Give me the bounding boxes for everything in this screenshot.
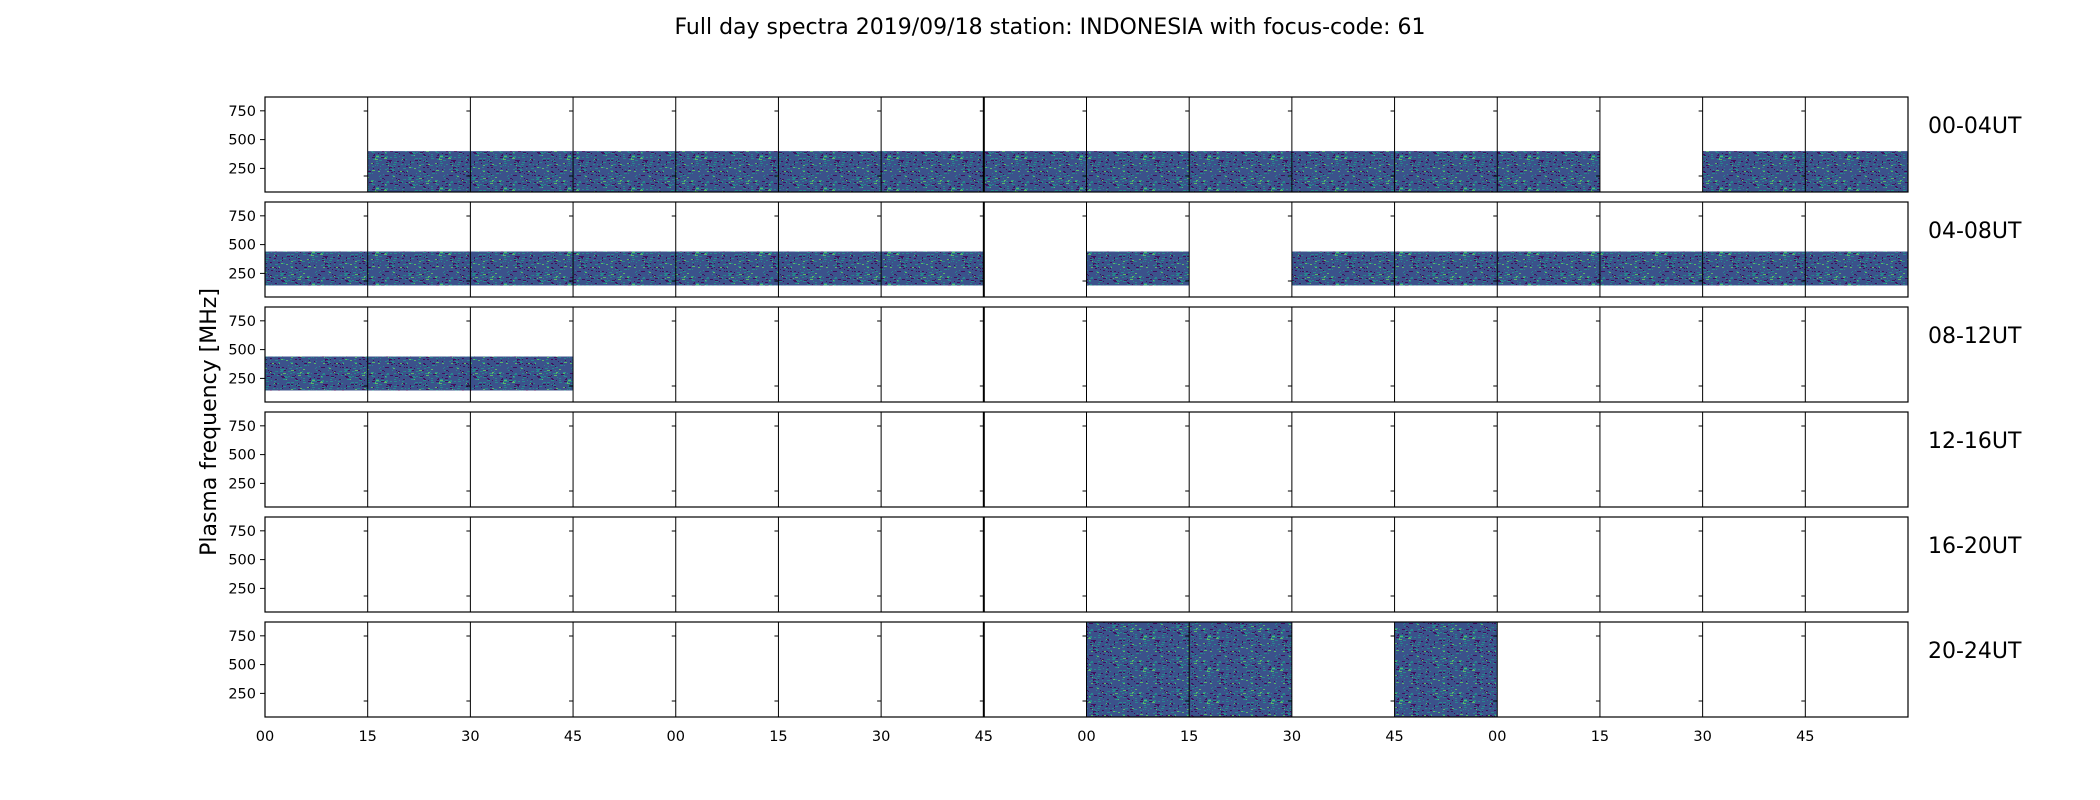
y-tick-label: 750 — [228, 314, 256, 330]
y-tick-label: 500 — [228, 448, 256, 464]
x-tick-label: 15 — [769, 729, 787, 745]
row-panel-16-20UT: 250 500 750 16-20UT — [228, 516, 2022, 613]
y-tick-label: 250 — [228, 161, 256, 177]
y-axis-label: Plasma frequency [MHz] — [197, 288, 222, 556]
x-tick-label: 45 — [975, 729, 993, 745]
y-tick-label: 750 — [228, 209, 256, 225]
row-panel-00-04UT: 250 500 750 00-04UT — [228, 96, 2022, 193]
x-tick-label: 15 — [358, 729, 376, 745]
row-label: 04-08UT — [1928, 219, 2022, 244]
x-tick-label: 00 — [667, 729, 685, 745]
x-tick-label: 15 — [1180, 729, 1198, 745]
row-panel-20-24UT: 250 500 750 20-24UT — [228, 621, 2022, 718]
spectrum-block — [265, 356, 574, 391]
row-panel-08-12UT: 250 500 750 08-12UT — [228, 306, 2022, 403]
y-tick-label: 500 — [228, 238, 256, 254]
spectrum-block — [1086, 251, 1190, 286]
y-tick-label: 750 — [228, 419, 256, 435]
y-tick-label: 750 — [228, 629, 256, 645]
y-tick-label: 250 — [228, 371, 256, 387]
x-tick-label: 15 — [1591, 729, 1609, 745]
row-label: 20-24UT — [1928, 639, 2022, 664]
row-label: 00-04UT — [1928, 114, 2022, 139]
y-tick-label: 500 — [228, 343, 256, 359]
x-tick-label: 30 — [1693, 729, 1711, 745]
row-label: 12-16UT — [1928, 429, 2022, 454]
row-label: 08-12UT — [1928, 324, 2022, 349]
row-panel-12-16UT: 250 500 750 12-16UT — [228, 411, 2022, 508]
x-tick-label: 45 — [1385, 729, 1403, 745]
x-tick-label: 45 — [564, 729, 582, 745]
chart-title: Full day spectra 2019/09/18 station: IND… — [674, 15, 1425, 40]
x-tick-label: 30 — [461, 729, 479, 745]
y-tick-label: 750 — [228, 524, 256, 540]
y-tick-label: 250 — [228, 581, 256, 597]
row-label: 16-20UT — [1928, 534, 2022, 559]
y-tick-label: 500 — [228, 133, 256, 149]
x-tick-label: 30 — [872, 729, 890, 745]
spectrum-block — [265, 251, 984, 286]
y-tick-label: 250 — [228, 266, 256, 282]
x-tick-label: 00 — [1077, 729, 1095, 745]
spectrum-block — [1394, 622, 1498, 717]
y-tick-label: 500 — [228, 553, 256, 569]
y-tick-label: 250 — [228, 686, 256, 702]
x-tick-label: 30 — [1283, 729, 1301, 745]
x-tick-label: 00 — [256, 729, 274, 745]
y-tick-label: 750 — [228, 104, 256, 120]
y-tick-label: 500 — [228, 658, 256, 674]
y-tick-label: 250 — [228, 476, 256, 492]
x-tick-label: 45 — [1796, 729, 1814, 745]
panels-group: 250 500 750 00-04UT 250 500 750 04-08UT 250 500 75… — [228, 96, 2022, 718]
row-panel-04-08UT: 250 500 750 04-08UT — [228, 201, 2022, 298]
x-tick-label: 00 — [1488, 729, 1506, 745]
x-tick-labels: 00 15 30 45 00 15 30 45 00 15 30 45 00 15 30 45 — [256, 729, 1815, 745]
